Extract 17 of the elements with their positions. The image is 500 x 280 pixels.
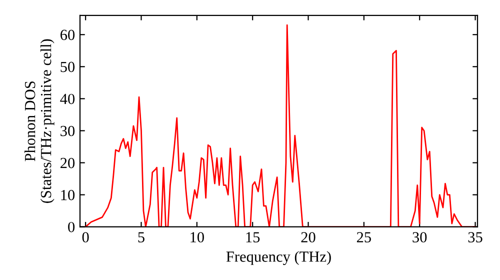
x-tick-label: 10	[190, 232, 204, 242]
x-tick-label: 25	[356, 232, 371, 242]
x-tick-label: 20	[301, 232, 316, 242]
x-tick-label: 0	[82, 232, 89, 242]
y-tick-label: 20	[60, 158, 75, 168]
y-tick-label: 0	[68, 222, 75, 232]
y-tick-label: 50	[60, 62, 75, 72]
x-tick-label: 30	[412, 232, 427, 242]
x-tick-label: 35	[468, 232, 482, 242]
x-tick-label: 15	[246, 232, 260, 242]
y-axis-title: Phonon DOS (States/THz·primitive cell)	[24, 39, 54, 203]
y-tick-label: 60	[60, 30, 75, 40]
y-tick-label: 30	[60, 126, 75, 136]
x-tick-label: 5	[138, 232, 144, 242]
x-axis-title: Frequency (THz)	[226, 251, 331, 265]
y-tick-label: 40	[60, 94, 75, 104]
y-tick-label: 10	[61, 190, 75, 200]
